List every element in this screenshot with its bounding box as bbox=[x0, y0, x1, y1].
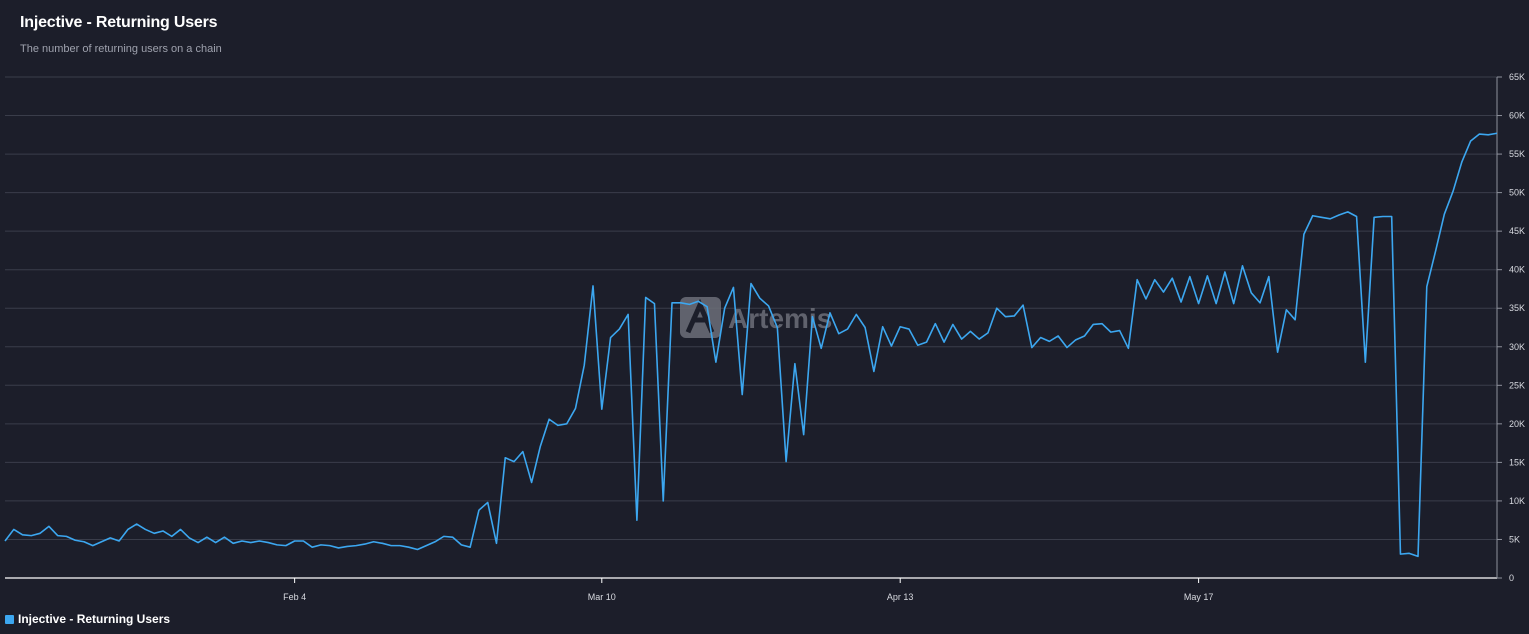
y-tick-label: 40K bbox=[1509, 265, 1525, 275]
line-chart[interactable]: Artemis 0 5K 10K 15K 20K 25K 30K 35K 40K 45K 50K 55… bbox=[0, 0, 1529, 610]
y-tick-label: 65K bbox=[1509, 72, 1525, 82]
y-tick-label: 15K bbox=[1509, 457, 1525, 467]
legend-swatch bbox=[5, 614, 14, 624]
grid-lines bbox=[5, 76, 1497, 540]
x-tick-label: Mar 10 bbox=[588, 592, 616, 602]
watermark-text: Artemis bbox=[728, 303, 832, 334]
x-tick-label: Apr 13 bbox=[887, 592, 914, 602]
y-tick-label: 0 bbox=[1509, 573, 1514, 583]
y-axis-ticks: 0 5K 10K 15K 20K 25K 30K 35K 40K 45K 50K 55K 60K 65K bbox=[1497, 72, 1525, 583]
legend-label: Injective - Returning Users bbox=[18, 612, 171, 626]
y-tick-label: 55K bbox=[1509, 149, 1525, 159]
y-tick-label: 20K bbox=[1509, 419, 1525, 429]
y-tick-label: 60K bbox=[1509, 111, 1525, 121]
chart-subtitle: The number of returning users on a chain bbox=[20, 43, 222, 55]
y-tick-label: 35K bbox=[1509, 303, 1525, 313]
y-tick-label: 30K bbox=[1509, 342, 1525, 352]
x-tick-label: Feb 4 bbox=[283, 592, 306, 602]
y-tick-label: 10K bbox=[1509, 496, 1525, 506]
y-tick-label: 5K bbox=[1509, 534, 1520, 544]
y-tick-label: 45K bbox=[1509, 226, 1525, 236]
chart-title: Injective - Returning Users bbox=[20, 14, 218, 31]
x-axis-ticks: Feb 4 Mar 10 Apr 13 May 17 bbox=[283, 578, 1213, 602]
y-tick-label: 50K bbox=[1509, 188, 1525, 198]
watermark: Artemis bbox=[680, 297, 832, 338]
x-tick-label: May 17 bbox=[1184, 592, 1214, 602]
axes bbox=[5, 77, 1498, 579]
series-layer bbox=[4, 132, 1498, 558]
legend-item[interactable]: Injective - Returning Users bbox=[5, 612, 170, 626]
series-line-returning-users[interactable] bbox=[4, 132, 1498, 558]
y-tick-label: 25K bbox=[1509, 380, 1525, 390]
